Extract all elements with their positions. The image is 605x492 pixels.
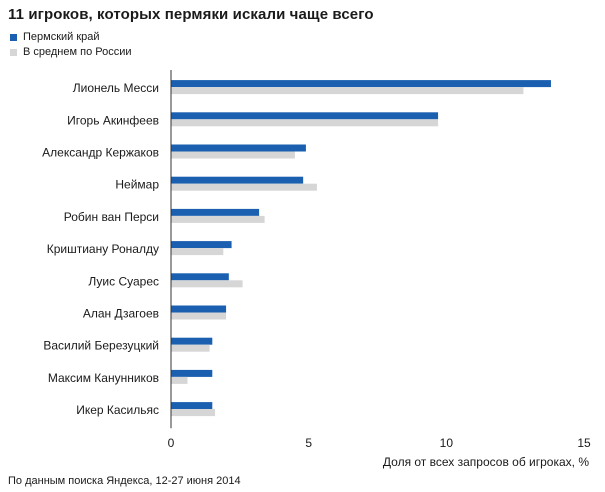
category-label: Василий Березуцкий bbox=[43, 339, 159, 353]
bar-russia bbox=[171, 183, 317, 191]
bar-perm bbox=[171, 112, 439, 120]
bar-russia bbox=[171, 376, 188, 384]
bar-russia bbox=[171, 248, 224, 256]
bar-russia bbox=[171, 280, 243, 288]
category-label: Робин ван Перси bbox=[64, 210, 159, 224]
category-label: Лионель Месси bbox=[73, 81, 159, 95]
x-tick-label: 0 bbox=[168, 436, 175, 450]
legend-label-perm: Пермский край bbox=[23, 31, 100, 43]
bar-russia bbox=[171, 119, 439, 127]
bar-russia bbox=[171, 409, 216, 417]
bar-russia bbox=[171, 344, 210, 352]
category-label: Игорь Акинфеев bbox=[67, 113, 159, 127]
legend-label-russia: В среднем по России bbox=[23, 46, 132, 58]
bar-perm bbox=[171, 337, 213, 345]
bar-perm bbox=[171, 80, 551, 88]
legend-swatch-russia bbox=[10, 49, 17, 56]
bar-perm bbox=[171, 208, 260, 216]
legend-swatch-perm bbox=[10, 34, 17, 41]
bar-perm bbox=[171, 144, 306, 152]
source-note: По данным поиска Яндекса, 12-27 июня 201… bbox=[8, 475, 241, 487]
bar-russia bbox=[171, 312, 227, 320]
category-label: Максим Канунников bbox=[48, 371, 159, 385]
bar-perm bbox=[171, 369, 213, 377]
bar-perm bbox=[171, 402, 213, 410]
bar-russia bbox=[171, 215, 265, 223]
legend-item-perm: Пермский край bbox=[10, 30, 132, 45]
x-tick-label: 10 bbox=[440, 436, 454, 450]
x-tick-label: 5 bbox=[305, 436, 312, 450]
x-tick-label: 15 bbox=[577, 436, 591, 450]
category-label: Икер Касильяс bbox=[76, 403, 159, 417]
chart-title: 11 игроков, которых пермяки искали чаще … bbox=[8, 6, 374, 23]
legend-item-russia: В среднем по России bbox=[10, 45, 132, 60]
category-label: Александр Кержаков bbox=[42, 146, 159, 160]
bar-perm bbox=[171, 176, 304, 184]
bar-perm bbox=[171, 273, 229, 281]
category-label: Луис Суарес bbox=[88, 274, 159, 288]
bar-russia bbox=[171, 151, 295, 159]
category-label: Алан Дзагоев bbox=[83, 307, 159, 321]
category-label: Криштиану Роналду bbox=[47, 242, 159, 256]
legend: Пермский край В среднем по России bbox=[10, 30, 132, 60]
bar-perm bbox=[171, 305, 227, 313]
category-label: Неймар bbox=[115, 178, 159, 192]
x-axis-label: Доля от всех запросов об игроках, % bbox=[383, 455, 589, 469]
bar-russia bbox=[171, 87, 524, 95]
bar-perm bbox=[171, 241, 232, 249]
